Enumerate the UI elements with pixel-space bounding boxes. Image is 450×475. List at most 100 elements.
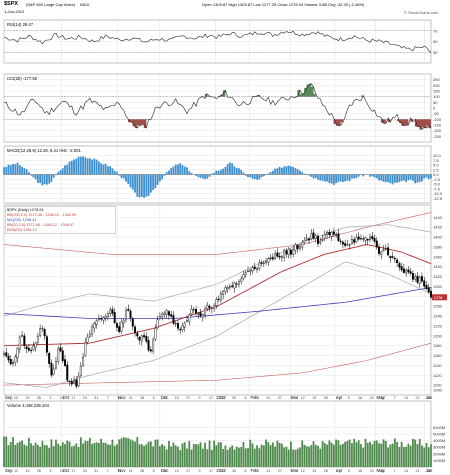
volume-bar xyxy=(86,441,89,467)
volume-bar xyxy=(88,437,91,467)
y-tick-label: 1090 xyxy=(433,388,443,393)
candle-body xyxy=(181,325,184,330)
candle-body xyxy=(280,256,283,259)
y-tick-label: -250 xyxy=(433,134,442,139)
macd-bar xyxy=(111,168,114,175)
macd-bar xyxy=(138,174,141,198)
candle-body xyxy=(82,356,85,366)
candle-body xyxy=(371,236,374,239)
macd-bar xyxy=(373,174,376,178)
macd-bar xyxy=(39,174,42,183)
volume-bar xyxy=(57,443,60,467)
candle-body xyxy=(389,256,392,258)
candle-body xyxy=(402,268,405,273)
candle-body xyxy=(391,256,394,258)
month-label: Apr xyxy=(336,395,343,400)
candle-body xyxy=(32,345,35,350)
macd-bar xyxy=(251,174,254,179)
candle-body xyxy=(283,250,286,258)
volume-bar xyxy=(233,449,236,467)
candle-body xyxy=(186,320,188,322)
candle-body xyxy=(303,240,306,243)
cci-fill xyxy=(306,84,309,97)
day-label: 14 xyxy=(404,396,408,400)
cci-fill xyxy=(301,93,305,97)
candle-body xyxy=(301,242,304,248)
volume-bar xyxy=(405,446,408,467)
macd-bar xyxy=(262,174,265,177)
volume-bar xyxy=(292,449,295,467)
day-label: 7 xyxy=(394,396,396,400)
symbol-label: $SPX xyxy=(4,1,19,7)
y-tick-label: 0.0 xyxy=(433,172,439,177)
candle-body xyxy=(337,233,340,241)
volume-bar xyxy=(161,444,164,467)
candle-body xyxy=(373,238,376,242)
volume-bar xyxy=(402,446,405,467)
candle-body xyxy=(79,365,82,376)
candle-body xyxy=(57,348,60,362)
macd-bar xyxy=(188,171,191,175)
candle-body xyxy=(140,335,143,342)
volume-bar xyxy=(9,442,12,467)
candle-body xyxy=(120,321,123,332)
y-tick-label: 1140 xyxy=(433,363,442,368)
macd-bar xyxy=(328,174,331,184)
month-label-bottom: Sep xyxy=(5,468,13,473)
volume-bar xyxy=(163,445,166,467)
bb200-lower-line xyxy=(3,342,432,386)
cci-fill xyxy=(419,119,422,130)
volume-bar xyxy=(113,445,116,467)
volume-bar xyxy=(341,443,344,467)
macd-bar xyxy=(208,174,211,177)
volume-bar xyxy=(84,440,87,467)
macd-legend: MACD(12,26,9) 12.26, 9.41 Hist: -2.001 xyxy=(7,148,81,153)
candle-body xyxy=(228,286,231,288)
macd-bar xyxy=(389,174,392,184)
macd-bar xyxy=(310,174,313,177)
macd-bar xyxy=(396,174,399,183)
volume-bar xyxy=(412,438,414,467)
candle-body xyxy=(393,258,396,260)
cci-fill xyxy=(310,86,314,97)
day-label: 17 xyxy=(71,396,75,400)
macd-bar xyxy=(355,174,358,179)
candle-body xyxy=(251,267,254,272)
last-price-label: 1278 xyxy=(434,295,444,300)
day-label: 10 xyxy=(60,396,64,400)
day-label: 30 xyxy=(381,396,385,400)
candle-body xyxy=(240,278,243,282)
macd-bar xyxy=(260,174,263,178)
volume-bar xyxy=(91,444,94,467)
candle-body xyxy=(104,316,107,319)
cci-fill xyxy=(401,119,404,126)
volume-bar xyxy=(23,444,26,467)
macd-bar xyxy=(131,174,134,190)
volume-bar xyxy=(278,442,281,467)
macd-bar xyxy=(156,174,159,185)
macd-bar xyxy=(321,174,324,181)
volume-bar xyxy=(34,442,37,467)
macd-bar xyxy=(127,174,130,184)
y-tick-label: 70 xyxy=(433,28,438,33)
macd-bar xyxy=(95,159,98,175)
candle-body xyxy=(165,310,168,315)
day-label-bottom: 27 xyxy=(278,469,282,473)
volume-bar xyxy=(75,443,78,467)
volume-bar xyxy=(328,440,331,467)
y-tick-label: 6000M xyxy=(433,425,445,430)
candle-body xyxy=(344,243,347,246)
volume-bar xyxy=(290,441,292,467)
volume-bar xyxy=(299,447,301,467)
volume-bar xyxy=(301,440,304,467)
candle-body xyxy=(423,280,426,287)
candle-body xyxy=(127,308,130,311)
ma200-line xyxy=(3,287,432,319)
macd-bar xyxy=(341,174,344,183)
day-label: 21 xyxy=(129,396,133,400)
volume-bar xyxy=(366,442,369,467)
candle-body xyxy=(84,342,87,357)
macd-bar xyxy=(278,166,281,175)
y-tick-label: 1220 xyxy=(433,323,443,328)
